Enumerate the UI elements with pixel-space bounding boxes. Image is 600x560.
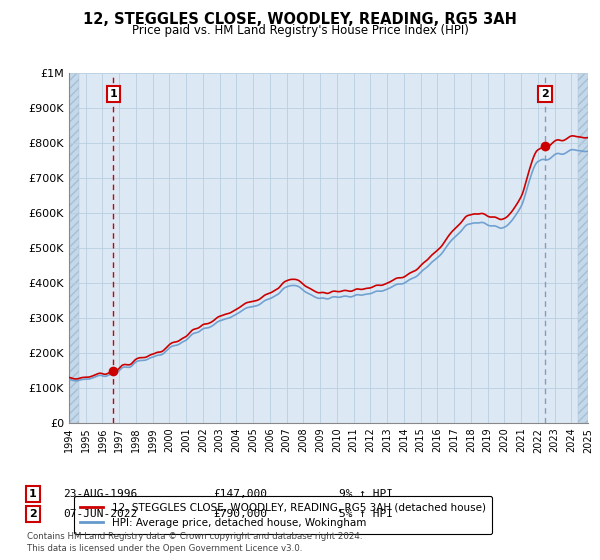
Text: Price paid vs. HM Land Registry's House Price Index (HPI): Price paid vs. HM Land Registry's House … [131,24,469,36]
Text: 07-JUN-2022: 07-JUN-2022 [63,509,137,519]
Text: 5% ↑ HPI: 5% ↑ HPI [339,509,393,519]
Text: 12, STEGGLES CLOSE, WOODLEY, READING, RG5 3AH: 12, STEGGLES CLOSE, WOODLEY, READING, RG… [83,12,517,27]
Text: Contains HM Land Registry data © Crown copyright and database right 2024.
This d: Contains HM Land Registry data © Crown c… [27,533,362,553]
Text: 1: 1 [29,489,37,499]
Text: 23-AUG-1996: 23-AUG-1996 [63,489,137,499]
Text: 2: 2 [29,509,37,519]
Legend: 12, STEGGLES CLOSE, WOODLEY, READING, RG5 3AH (detached house), HPI: Average pri: 12, STEGGLES CLOSE, WOODLEY, READING, RG… [74,496,492,534]
Text: 9% ↑ HPI: 9% ↑ HPI [339,489,393,499]
Text: 2: 2 [541,89,549,99]
Text: £790,000: £790,000 [213,509,267,519]
Text: £147,000: £147,000 [213,489,267,499]
Text: 1: 1 [109,89,117,99]
